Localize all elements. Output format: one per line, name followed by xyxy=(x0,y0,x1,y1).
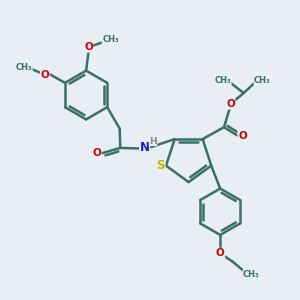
Text: O: O xyxy=(226,99,235,109)
Text: O: O xyxy=(216,248,224,258)
Text: CH₃: CH₃ xyxy=(254,76,271,85)
Text: CH₃: CH₃ xyxy=(102,35,119,44)
Text: O: O xyxy=(40,70,49,80)
Text: O: O xyxy=(238,130,247,140)
Text: S: S xyxy=(156,159,165,172)
Text: N: N xyxy=(140,141,150,154)
Text: CH₃: CH₃ xyxy=(243,270,260,279)
Text: O: O xyxy=(84,42,93,52)
Text: H: H xyxy=(149,136,157,146)
Text: CH₃: CH₃ xyxy=(214,76,231,85)
Text: CH₃: CH₃ xyxy=(16,63,32,72)
Text: O: O xyxy=(92,148,101,158)
